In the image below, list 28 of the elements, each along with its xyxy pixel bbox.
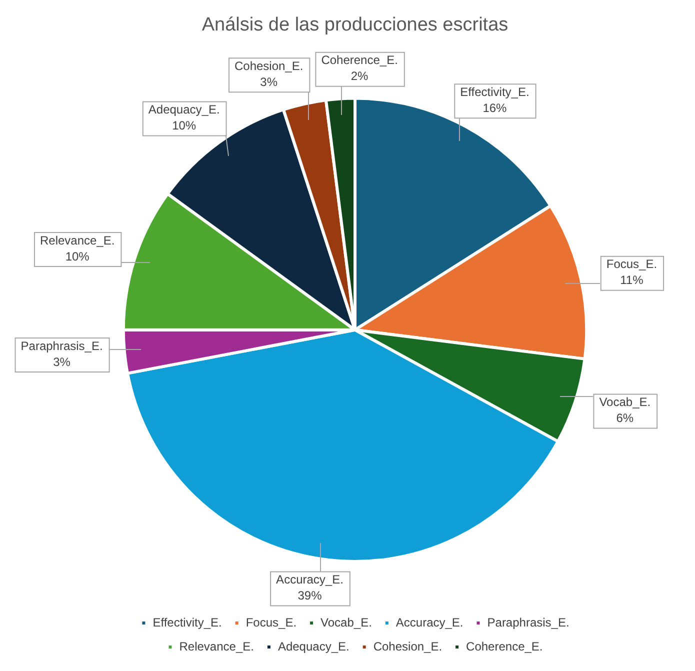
data-label: 10% <box>65 249 90 264</box>
legend-label: Accuracy_E. <box>396 615 464 630</box>
legend-label: Effectivity_E. <box>152 615 222 630</box>
legend-label: Vocab_E. <box>320 615 372 630</box>
legend-label: Adequacy_E. <box>278 639 350 654</box>
data-label: 11% <box>620 273 644 288</box>
slice-label: Accuracy_E. <box>276 572 344 587</box>
data-label: 16% <box>482 100 508 115</box>
slice-label: Adequacy_E. <box>148 102 220 117</box>
legend-label: Paraphrasis_E. <box>487 615 570 630</box>
legend-label: Cohesion_E. <box>373 639 442 654</box>
data-label: 6% <box>616 411 634 426</box>
data-label: 39% <box>298 588 322 603</box>
slice-label: Paraphrasis_E. <box>20 338 103 353</box>
legend-label: Relevance_E. <box>179 639 254 654</box>
slice-label: Effectivity_E. <box>460 84 530 99</box>
data-label: 3% <box>53 354 71 369</box>
slice-label: Focus_E. <box>606 257 658 272</box>
slice-label: Cohesion_E. <box>234 58 304 73</box>
data-label: 2% <box>350 69 369 84</box>
slice-label: Relevance_E. <box>40 233 115 248</box>
data-label: 3% <box>260 74 278 89</box>
data-label: 10% <box>172 118 196 133</box>
slice-label: Coherence_E. <box>321 53 398 68</box>
slice-label: Vocab_E. <box>599 395 651 410</box>
chart-title: Análsis de las producciones escritas <box>202 14 508 36</box>
legend-label: Coherence_E. <box>466 639 543 654</box>
legend-label: Focus_E. <box>246 615 297 630</box>
